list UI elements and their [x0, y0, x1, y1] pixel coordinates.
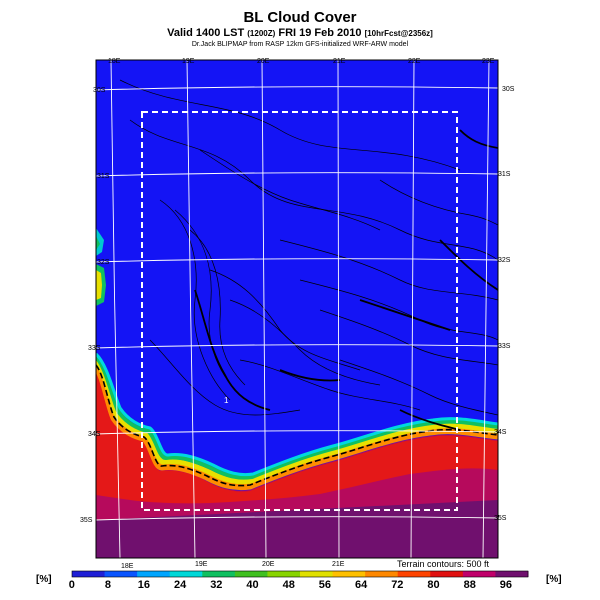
- bottom-lon-label: 20E: [262, 561, 275, 568]
- bottom-lon-label: 19E: [195, 561, 208, 568]
- coast-band-green: [96, 355, 498, 480]
- colorbar-swatch: [234, 571, 268, 577]
- colorbar-tick-label: 80: [427, 579, 440, 591]
- coastline: [96, 364, 498, 487]
- colorbar-tick-label: 56: [318, 579, 332, 591]
- coast-band-cyan: [96, 352, 498, 477]
- colorbar-tick-label: 88: [463, 579, 476, 591]
- colorbar-border: [71, 570, 529, 578]
- colorbar-tick-label: 24: [174, 579, 187, 591]
- left-lat-label: 35S: [80, 517, 93, 524]
- top-lon-label: 23E: [482, 58, 495, 65]
- colorbar-swatch: [202, 571, 236, 577]
- lat-lon-grid: [96, 60, 498, 558]
- right-lat-label: 35S: [494, 515, 507, 522]
- forecast-info: [10hrFcst@2356z]: [364, 29, 433, 38]
- terrain-contours: [119, 79, 498, 416]
- right-lat-labels: 30S 31S 32S 33S 34S 35S: [494, 86, 515, 522]
- map-title: BL Cloud Cover: [243, 9, 357, 26]
- left-lat-label: 31S: [97, 173, 110, 180]
- valid-date: FRI 19 Feb 2010: [278, 27, 362, 39]
- top-lon-label: 19E: [182, 58, 195, 65]
- colorbar-swatch: [462, 571, 496, 577]
- colorbar-swatch: [169, 571, 203, 577]
- left-lat-label: 33S: [88, 345, 101, 352]
- bottom-lon-label: 21E: [332, 561, 345, 568]
- colorbar-swatch: [365, 571, 399, 577]
- colorbar-swatch: [430, 571, 464, 577]
- model-credit: Dr.Jack BLIPMAP from RASP 12km GFS-initi…: [191, 41, 409, 48]
- colorbar-tick-label: 72: [391, 579, 404, 591]
- cloud-patch-small: [96, 228, 104, 256]
- colorbar-swatch: [267, 571, 301, 577]
- map-frame: [95, 59, 499, 559]
- colorbar-swatch: [104, 571, 138, 577]
- utc-time: (1200Z): [247, 29, 276, 38]
- right-lat-label: 32S: [498, 257, 511, 264]
- cloud-patch-island-core: [96, 270, 102, 300]
- top-lon-label: 20E: [257, 58, 270, 65]
- colorbar-tick-label: 16: [137, 579, 151, 591]
- colorbar-tick-label: 96: [499, 579, 513, 591]
- colorbar-swatch: [495, 571, 529, 577]
- top-lon-labels: 18E 19E 20E 21E 22E 23E: [108, 58, 495, 65]
- terrain-contours-bold: [194, 129, 498, 431]
- terrain-note: Terrain contours: 500 ft: [397, 559, 490, 569]
- map-subtitle: Valid 1400 LST (1200Z) FRI 19 Feb 2010 […: [0, 27, 600, 39]
- left-lat-labels: 30S 31S 32S 33S 34S 35S: [80, 87, 110, 524]
- top-lon-label: 18E: [108, 58, 121, 65]
- colorbar-tick-label: 48: [282, 579, 295, 591]
- inner-domain-box: [141, 111, 458, 511]
- valid-time: Valid 1400 LST: [167, 27, 245, 39]
- land-red: [96, 372, 498, 504]
- left-lat-label: 34S: [88, 431, 101, 438]
- colorbar-swatch: [72, 571, 106, 577]
- right-lat-label: 33S: [498, 343, 511, 350]
- colorbar-unit-left: [%]: [36, 574, 52, 585]
- cloud-patch-small-core: [96, 236, 100, 250]
- colorbar: [71, 570, 529, 578]
- colorbar-swatch: [332, 571, 366, 577]
- bottom-lon-label: 18E: [121, 563, 134, 570]
- bottom-lon-labels: 18E 19E 20E 21E: [121, 561, 345, 570]
- colorbar-tick-label: 8: [104, 579, 112, 591]
- colorbar-tick-label: 40: [246, 579, 259, 591]
- contour-label: 1: [224, 396, 229, 405]
- right-lat-label: 31S: [498, 171, 511, 178]
- right-lat-label: 30S: [502, 86, 515, 93]
- top-lon-label: 21E: [333, 58, 346, 65]
- colorbar-swatch: [397, 571, 431, 577]
- right-lat-label: 34S: [494, 429, 507, 436]
- colorbar-tick-label: 32: [210, 579, 223, 591]
- colorbar-swatch: [300, 571, 334, 577]
- colorbar-tick-label: 0: [68, 579, 75, 591]
- colorbar-swatch: [137, 571, 171, 577]
- left-lat-label: 32S: [97, 259, 110, 266]
- left-lat-label: 30S: [93, 87, 106, 94]
- colorbar-unit-right: [%]: [546, 574, 562, 585]
- colorbar-tick-label: 64: [355, 579, 368, 591]
- top-lon-label: 22E: [408, 58, 421, 65]
